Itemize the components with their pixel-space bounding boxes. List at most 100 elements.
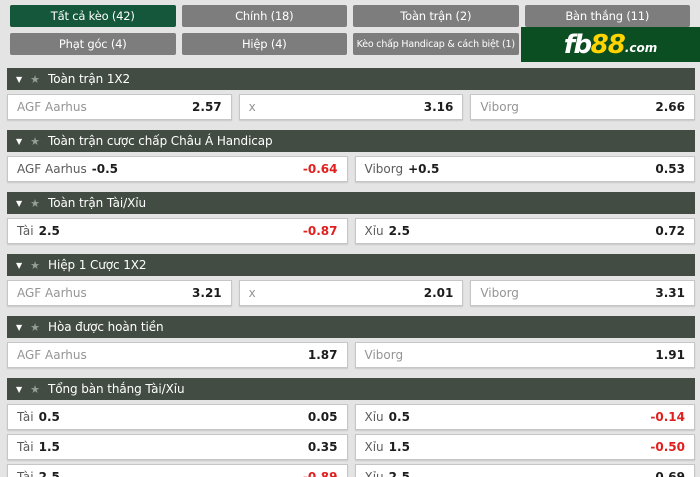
odds-cell-draw[interactable]: x 3.16: [238, 94, 464, 120]
section-draw-no-bet: ▼ ★ Hòa được hoàn tiền AGF Aarhus 1.87 V…: [7, 316, 695, 368]
odds-cell-home[interactable]: AGF Aarhus 2.57: [7, 94, 232, 120]
logo-text-com: .com: [624, 41, 658, 55]
handicap-line: 2.5: [38, 224, 60, 238]
odds-cell-over-15[interactable]: Tài 1.5 0.35: [7, 434, 348, 460]
odds-label: AGF Aarhus: [17, 162, 87, 176]
section-title: Toàn trận Tài/Xỉu: [48, 196, 146, 210]
section-header-draw-no-bet[interactable]: ▼ ★ Hòa được hoàn tiền: [7, 316, 695, 338]
odds-cell-under[interactable]: Xỉu 2.5 0.72: [354, 218, 695, 244]
favorite-star-icon[interactable]: ★: [30, 320, 41, 334]
odds-label: Xỉu: [364, 224, 384, 238]
odds-value: -0.64: [302, 162, 338, 176]
odds-value: 0.69: [655, 470, 685, 477]
odds-value: 2.01: [423, 286, 454, 300]
odds-label: x: [248, 286, 256, 300]
section-fulltime-1x2: ▼ ★ Toàn trận 1X2 AGF Aarhus 2.57 x 3.16…: [7, 68, 695, 120]
odds-value: 0.35: [307, 440, 338, 454]
handicap-line: 2.5: [38, 470, 60, 477]
odds-row: Tài 0.5 0.05 Xỉu 0.5 -0.14: [7, 404, 695, 430]
handicap-line: -0.5: [91, 162, 119, 176]
odds-cell-away[interactable]: Viborg 3.31: [470, 280, 695, 306]
section-title: Hiệp 1 Cược 1X2: [48, 258, 147, 272]
tab-halves[interactable]: Hiệp (4): [181, 33, 347, 55]
odds-cell-away[interactable]: Viborg 2.66: [470, 94, 695, 120]
odds-label: Xỉu: [364, 440, 384, 454]
odds-cell-away[interactable]: Viborg 1.91: [354, 342, 695, 368]
tab-corners[interactable]: Phạt góc (4): [10, 33, 176, 55]
odds-value: 2.66: [655, 100, 685, 114]
odds-label: x: [248, 100, 256, 114]
tab-all-odds[interactable]: Tất cả kèo (42): [10, 5, 176, 27]
section-header-total-goals[interactable]: ▼ ★ Tổng bàn thắng Tài/Xỉu: [7, 378, 695, 400]
favorite-star-icon[interactable]: ★: [30, 72, 41, 86]
odds-value: 1.87: [307, 348, 338, 362]
section-title: Tổng bàn thắng Tài/Xỉu: [48, 382, 185, 396]
odds-cell-over[interactable]: Tài 2.5 -0.87: [7, 218, 348, 244]
collapse-caret-icon[interactable]: ▼: [16, 260, 23, 270]
odds-value: 1.91: [655, 348, 685, 362]
handicap-line: 1.5: [38, 440, 60, 454]
odds-cell-draw[interactable]: x 2.01: [238, 280, 464, 306]
handicap-line: 1.5: [388, 440, 410, 454]
odds-cell-under-15[interactable]: Xỉu 1.5 -0.50: [354, 434, 695, 460]
favorite-star-icon[interactable]: ★: [30, 258, 41, 272]
collapse-caret-icon[interactable]: ▼: [16, 74, 23, 84]
section-header-fulltime-over-under[interactable]: ▼ ★ Toàn trận Tài/Xỉu: [7, 192, 695, 214]
logo-text-88: 88: [590, 29, 626, 60]
odds-value: -0.14: [650, 410, 685, 424]
odds-value: 2.57: [192, 100, 222, 114]
odds-cell-under-25[interactable]: Xỉu 2.5 0.69: [354, 464, 695, 477]
odds-value: 0.05: [307, 410, 338, 424]
odds-label: Viborg: [364, 348, 404, 362]
tab-full-match[interactable]: Toàn trận (2): [353, 5, 519, 27]
odds-cell-over-25[interactable]: Tài 2.5 -0.89: [7, 464, 348, 477]
odds-label: Tài: [17, 470, 34, 477]
odds-label: Xỉu: [364, 410, 384, 424]
odds-cell-home[interactable]: AGF Aarhus 1.87: [7, 342, 348, 368]
odds-label: Viborg: [480, 100, 519, 114]
logo-text-fb: fb: [563, 29, 592, 60]
favorite-star-icon[interactable]: ★: [30, 196, 41, 210]
tab-handicap-margin[interactable]: Kèo chấp Handicap & cách biệt (1): [353, 33, 519, 55]
odds-label: Tài: [17, 440, 34, 454]
odds-row: AGF Aarhus -0.5 -0.64 Viborg +0.5 0.53: [7, 156, 695, 182]
odds-cell-under-05[interactable]: Xỉu 0.5 -0.14: [354, 404, 695, 430]
odds-label: AGF Aarhus: [17, 100, 87, 114]
section-total-goals-over-under: ▼ ★ Tổng bàn thắng Tài/Xỉu Tài 0.5 0.05 …: [7, 378, 695, 477]
odds-label: AGF Aarhus: [17, 348, 87, 362]
odds-label: Viborg: [364, 162, 404, 176]
odds-row: AGF Aarhus 3.21 x 2.01 Viborg 3.31: [7, 280, 695, 306]
section-fulltime-over-under: ▼ ★ Toàn trận Tài/Xỉu Tài 2.5 -0.87 Xỉu …: [7, 192, 695, 244]
odds-cell-over-05[interactable]: Tài 0.5 0.05: [7, 404, 348, 430]
favorite-star-icon[interactable]: ★: [30, 382, 41, 396]
odds-cell-home-handicap[interactable]: AGF Aarhus -0.5 -0.64: [7, 156, 348, 182]
section-header-fulltime-1x2[interactable]: ▼ ★ Toàn trận 1X2: [7, 68, 695, 90]
collapse-caret-icon[interactable]: ▼: [16, 198, 23, 208]
odds-row: Tài 1.5 0.35 Xỉu 1.5 -0.50: [7, 434, 695, 460]
section-firsthalf-1x2: ▼ ★ Hiệp 1 Cược 1X2 AGF Aarhus 3.21 x 2.…: [7, 254, 695, 306]
favorite-star-icon[interactable]: ★: [30, 134, 41, 148]
tab-main[interactable]: Chính (18): [181, 5, 347, 27]
odds-row: Tài 2.5 -0.87 Xỉu 2.5 0.72: [7, 218, 695, 244]
odds-tabs: Tất cả kèo (42) Chính (18) Toàn trận (2)…: [0, 0, 700, 62]
collapse-caret-icon[interactable]: ▼: [16, 136, 23, 146]
odds-value: 3.21: [192, 286, 222, 300]
section-header-asian-handicap[interactable]: ▼ ★ Toàn trận cược chấp Châu Á Handicap: [7, 130, 695, 152]
odds-cell-away-handicap[interactable]: Viborg +0.5 0.53: [354, 156, 695, 182]
tab-goals[interactable]: Bàn thắng (11): [524, 5, 690, 27]
section-header-firsthalf-1x2[interactable]: ▼ ★ Hiệp 1 Cược 1X2: [7, 254, 695, 276]
odds-value: -0.89: [302, 470, 338, 477]
collapse-caret-icon[interactable]: ▼: [16, 384, 23, 394]
odds-value: 0.72: [655, 224, 685, 238]
section-title: Toàn trận cược chấp Châu Á Handicap: [48, 134, 273, 148]
fb88-logo[interactable]: fb 88 .com: [521, 27, 700, 62]
collapse-caret-icon[interactable]: ▼: [16, 322, 23, 332]
odds-label: Xỉu: [364, 470, 384, 477]
handicap-line: 2.5: [388, 224, 410, 238]
section-title: Hòa được hoàn tiền: [48, 320, 164, 334]
odds-cell-home[interactable]: AGF Aarhus 3.21: [7, 280, 232, 306]
handicap-line: +0.5: [408, 162, 440, 176]
odds-value: 3.31: [655, 286, 685, 300]
odds-label: Tài: [17, 410, 34, 424]
